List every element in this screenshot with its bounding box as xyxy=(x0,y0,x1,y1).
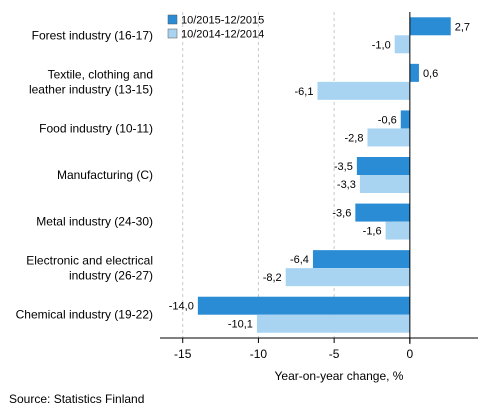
data-label: -1,6 xyxy=(363,226,382,238)
category-label: Chemical industry (19-22) xyxy=(16,308,153,322)
x-tick-label: 0 xyxy=(407,347,414,361)
legend-swatch xyxy=(167,14,178,25)
bar-series2 xyxy=(359,175,410,193)
legend-swatch xyxy=(167,28,178,39)
legend-label: 10/2015-12/2015 xyxy=(181,15,264,27)
category-label: Forest industry (16-17) xyxy=(32,28,153,42)
data-label: -10,1 xyxy=(228,319,253,331)
bar-series2 xyxy=(385,221,410,240)
x-tick-label: -5 xyxy=(329,347,340,361)
bar-series2 xyxy=(317,81,410,100)
data-label: -3,3 xyxy=(337,179,356,191)
source-note: Source: Statistics Finland xyxy=(9,392,145,406)
category-label: industry (26-27) xyxy=(69,269,153,283)
bar-series2 xyxy=(367,128,410,147)
x-tick-label: -15 xyxy=(174,347,192,361)
data-label: 2,7 xyxy=(455,21,470,33)
category-label: Food industry (10-11) xyxy=(39,121,153,135)
data-label: -1,0 xyxy=(372,39,391,51)
category-label: Electronic and electrical xyxy=(26,254,153,268)
data-label: -14,0 xyxy=(169,301,194,313)
grid-lines xyxy=(182,12,335,338)
bar-series1 xyxy=(197,296,410,315)
bar-series2 xyxy=(285,268,410,287)
legend-label: 10/2014-12/2014 xyxy=(181,29,264,41)
data-label: -8,2 xyxy=(263,272,282,284)
data-label: -3,5 xyxy=(334,161,353,173)
labels: 2,7 -1,0 Forest industry (16-17) 0,6 -6,1 Tex… xyxy=(16,21,470,330)
bar-series1 xyxy=(409,63,419,82)
category-label: Metal industry (24-30) xyxy=(36,215,153,229)
x-axis-title: Year-on-year change, % xyxy=(275,369,404,383)
bar-series1 xyxy=(356,157,410,175)
category-label: Manufacturing (C) xyxy=(57,168,153,182)
data-label: -6,1 xyxy=(295,86,314,98)
data-label: -0,6 xyxy=(378,114,397,126)
bar-series1 xyxy=(355,203,410,222)
x-tick-label: -10 xyxy=(250,347,268,361)
bar-series2 xyxy=(256,314,410,333)
bar-series2 xyxy=(394,35,410,54)
data-label: -6,4 xyxy=(290,254,309,266)
bar-series1 xyxy=(409,17,451,36)
bar-series1 xyxy=(312,250,410,269)
data-label: 0,6 xyxy=(423,68,438,80)
category-label: Textile, clothing and xyxy=(48,67,153,81)
bar-series1 xyxy=(400,110,410,129)
legend: 10/2015-12/2015 10/2014-12/2014 xyxy=(167,14,264,41)
data-label: -3,6 xyxy=(332,208,351,220)
category-label: leather industry (13-15) xyxy=(29,82,153,96)
bars xyxy=(197,17,451,333)
data-label: -2,8 xyxy=(344,132,363,144)
